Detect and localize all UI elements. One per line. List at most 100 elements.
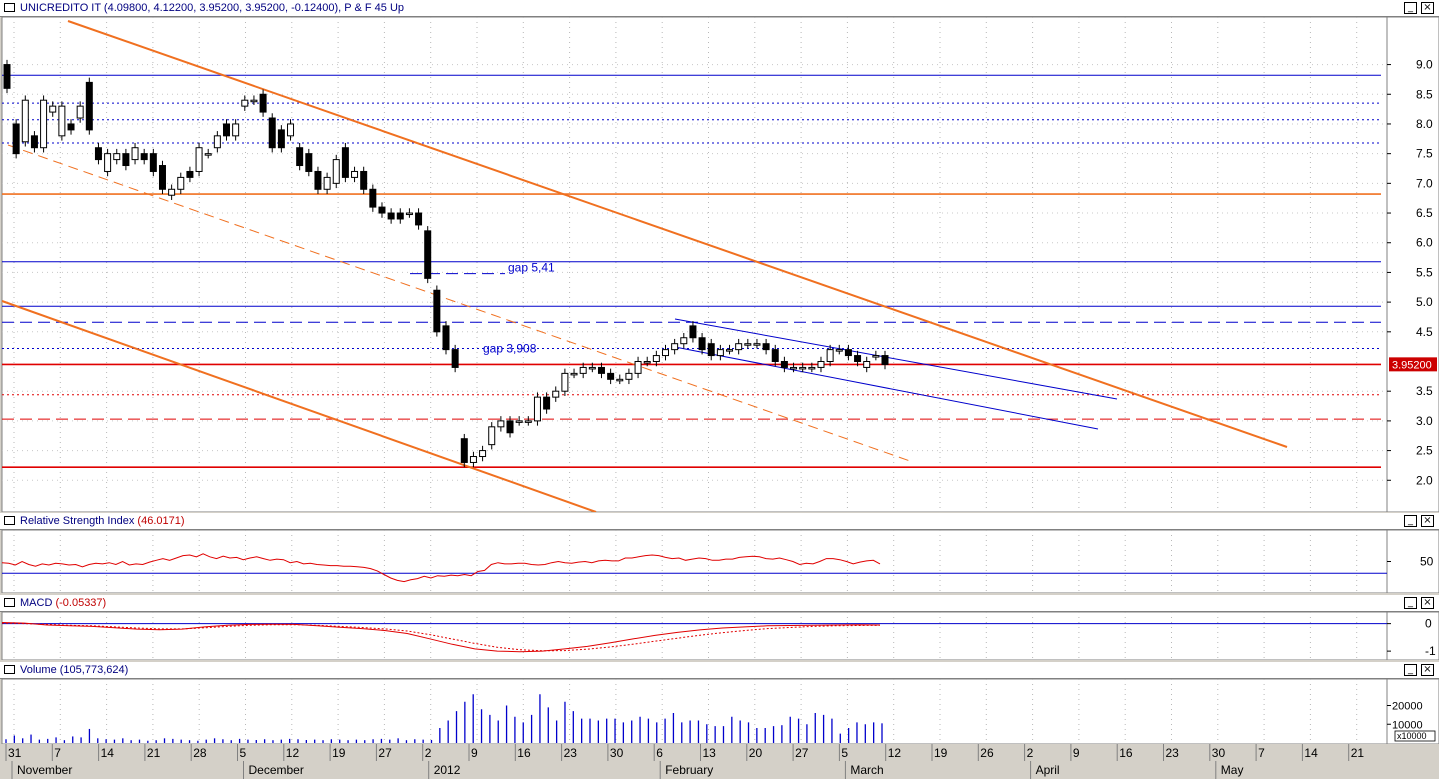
minimize-button[interactable]: _: [1404, 597, 1417, 609]
candle: [662, 349, 669, 357]
candle: [771, 349, 779, 363]
candle: [707, 343, 715, 357]
x-tick-label: 16: [517, 746, 531, 760]
x-tick-label: 2: [425, 746, 432, 760]
candle: [588, 366, 596, 370]
close-icon[interactable]: ×: [1421, 2, 1434, 14]
y-tick-label: 3.5: [1416, 384, 1433, 398]
candle: [49, 105, 57, 113]
minimize-button[interactable]: _: [1404, 515, 1417, 527]
candle: [3, 64, 11, 89]
candle: [460, 438, 468, 463]
candle: [268, 117, 276, 149]
candle: [12, 123, 20, 155]
x-tick-label: 6: [656, 746, 663, 760]
x-tick-label: 12: [286, 746, 300, 760]
candle: [497, 420, 505, 428]
close-icon[interactable]: ×: [1421, 515, 1434, 527]
candle: [570, 372, 578, 376]
x-tick-label: 27: [378, 746, 392, 760]
gap-annotation: gap 5,41: [508, 261, 555, 275]
plot-area: [1, 530, 1388, 593]
plot-area: [1, 17, 1388, 512]
x-tick-label: 16: [1119, 746, 1133, 760]
candle: [817, 361, 825, 368]
candle: [607, 372, 615, 380]
last-price-badge: [1389, 357, 1437, 372]
security-name: UNICREDITO IT (4.09800, 4.12200, 3.95200…: [20, 2, 405, 14]
month-label: 2012: [434, 763, 461, 777]
x-tick-label: 12: [888, 746, 902, 760]
candle: [716, 349, 724, 357]
candle: [469, 456, 477, 463]
x-tick-label: 5: [240, 746, 247, 760]
volume-pane: Volume (105,773,624) _ × 20000 10000 x1000…: [0, 662, 1439, 779]
candle: [30, 135, 38, 149]
candle: [305, 153, 313, 172]
pane-menu-icon[interactable]: [4, 3, 15, 12]
candle: [726, 349, 734, 352]
candle: [360, 170, 368, 190]
candle: [808, 366, 816, 370]
volume-value: (105,773,624): [59, 664, 129, 676]
y-axis-area: [1386, 17, 1439, 512]
close-icon[interactable]: ×: [1421, 597, 1434, 609]
x-tick-label: 31: [8, 746, 22, 760]
candle: [863, 361, 871, 368]
pane-menu-icon[interactable]: [4, 516, 15, 525]
rsi-chart: 50: [1, 530, 1439, 593]
channel-upper-line: [674, 318, 1118, 400]
candle: [424, 230, 432, 279]
y-tick-label: 7.0: [1416, 176, 1433, 190]
price-chart: 9.0 8.5 8.0 7.5 7.0 6.5 6.0 5.5 5.0 4.5 3.5 3.0 2.5 2…: [1, 17, 1439, 512]
candle: [524, 420, 532, 423]
candle: [744, 343, 752, 346]
candle: [488, 426, 496, 446]
rsi-pane-title: Relative Strength Index (46.0171): [20, 513, 185, 529]
y-tick-label: 6.0: [1416, 236, 1433, 250]
candle: [405, 212, 413, 216]
minimize-button[interactable]: _: [1404, 2, 1417, 14]
candle: [204, 153, 212, 156]
candle: [213, 135, 221, 149]
x-tick-label: 21: [147, 746, 161, 760]
candle: [387, 212, 395, 220]
macd-chart: 0 -1: [1, 612, 1439, 660]
candle: [561, 372, 569, 392]
candle: [40, 99, 48, 149]
minimize-button[interactable]: _: [1404, 664, 1417, 676]
unit-label: x10000: [1397, 731, 1427, 741]
macd-label: MACD: [20, 597, 53, 609]
x-tick-label: 13: [703, 746, 717, 760]
macd-series-line: [1, 622, 881, 653]
candle: [826, 349, 834, 363]
macd-pane-titlebar: MACD (-0.05337) _ ×: [0, 595, 1439, 612]
candle: [351, 170, 359, 178]
x-tick-label: 9: [471, 746, 478, 760]
pane-menu-icon[interactable]: [4, 665, 15, 674]
candle: [332, 159, 340, 184]
candle: [698, 337, 706, 351]
last-price-label: 3.95200: [1392, 359, 1432, 371]
candle: [735, 343, 743, 351]
y-tick-label: 8.5: [1416, 87, 1433, 101]
month-label: December: [249, 763, 304, 777]
y-tick-label: 5.5: [1416, 265, 1433, 279]
candle: [762, 343, 770, 351]
x-tick-label: 20: [749, 746, 763, 760]
macd-pane: MACD (-0.05337) _ × 0 -1: [0, 595, 1439, 660]
trendline-upper: [67, 20, 1288, 448]
month-label: May: [1221, 763, 1244, 777]
x-tick-label: 27: [795, 746, 809, 760]
x-tick-label: 23: [1166, 746, 1180, 760]
candle: [835, 349, 843, 352]
x-tick-label: 7: [1258, 746, 1265, 760]
close-icon[interactable]: ×: [1421, 664, 1434, 676]
x-tick-label: 9: [1073, 746, 1080, 760]
y-tick-label: -1: [1425, 644, 1436, 658]
candle: [790, 366, 798, 370]
candle: [232, 123, 240, 137]
y-tick-label: 50: [1420, 555, 1434, 569]
pane-menu-icon[interactable]: [4, 598, 15, 607]
gap-annotation: gap 3,908: [483, 341, 537, 355]
